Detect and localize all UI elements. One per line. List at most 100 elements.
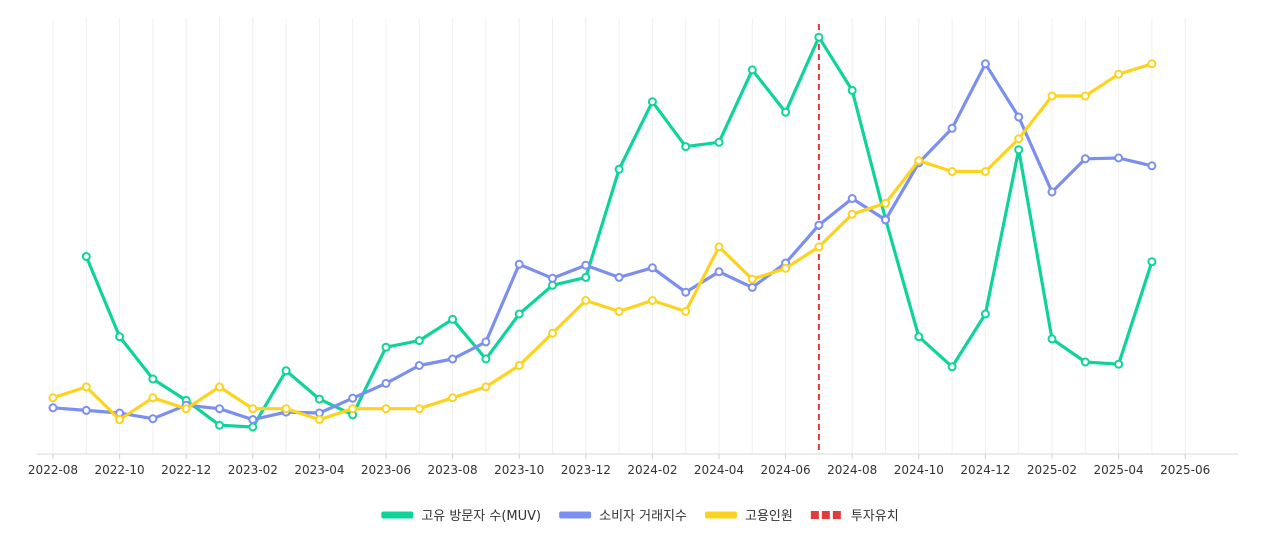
legend-item-series-muv[interactable]: 고유 방문자 수(MUV)	[381, 509, 541, 524]
data-point[interactable]	[481, 354, 491, 364]
data-point[interactable]	[314, 415, 324, 425]
data-point[interactable]	[381, 378, 391, 388]
legend-item-annotation[interactable]: 투자유치	[810, 509, 899, 524]
data-point[interactable]	[714, 242, 724, 252]
legend-swatch	[704, 511, 737, 519]
data-point[interactable]	[747, 65, 757, 75]
data-point[interactable]	[647, 97, 657, 107]
data-point[interactable]	[980, 309, 990, 319]
data-point[interactable]	[614, 164, 624, 174]
data-point[interactable]	[448, 354, 458, 364]
data-point[interactable]	[914, 332, 924, 342]
data-point[interactable]	[681, 306, 691, 316]
data-point[interactable]	[714, 137, 724, 147]
data-point[interactable]	[48, 393, 58, 403]
data-point[interactable]	[81, 382, 91, 392]
data-point[interactable]	[148, 374, 158, 384]
data-point[interactable]	[281, 404, 291, 414]
data-point[interactable]	[448, 314, 458, 324]
data-point[interactable]	[481, 337, 491, 347]
data-point[interactable]	[48, 403, 58, 413]
legend-item-series-employees[interactable]: 고용인원	[704, 509, 793, 524]
data-point[interactable]	[881, 215, 890, 225]
data-point[interactable]	[947, 167, 957, 176]
data-point[interactable]	[681, 142, 691, 152]
data-point[interactable]	[248, 415, 258, 425]
data-point[interactable]	[947, 123, 957, 133]
data-point[interactable]	[581, 260, 591, 270]
data-point[interactable]	[348, 393, 358, 403]
data-point[interactable]	[215, 382, 224, 392]
data-point[interactable]	[614, 306, 624, 316]
data-point[interactable]	[781, 263, 791, 273]
data-point[interactable]	[814, 220, 824, 230]
data-point[interactable]	[647, 263, 657, 273]
data-point[interactable]	[181, 404, 191, 414]
data-point[interactable]	[614, 272, 624, 282]
data-point[interactable]	[947, 362, 957, 372]
data-point[interactable]	[148, 414, 158, 424]
data-point[interactable]	[81, 405, 91, 415]
data-point[interactable]	[514, 309, 524, 319]
data-point[interactable]	[514, 259, 524, 269]
data-point[interactable]	[215, 404, 224, 414]
data-point[interactable]	[1147, 161, 1157, 171]
series-consumer-index	[48, 59, 1157, 425]
data-point[interactable]	[1147, 257, 1157, 267]
data-point[interactable]	[1047, 91, 1057, 101]
data-point[interactable]	[381, 404, 391, 414]
data-point[interactable]	[481, 382, 491, 392]
data-point[interactable]	[781, 107, 791, 117]
data-point[interactable]	[215, 420, 224, 430]
data-point[interactable]	[1047, 187, 1057, 197]
data-point[interactable]	[548, 280, 557, 290]
legend-item-series-consumer-index[interactable]: 소비자 거래지수	[559, 509, 687, 524]
data-point[interactable]	[847, 209, 857, 219]
data-point[interactable]	[81, 252, 91, 261]
data-point[interactable]	[1047, 334, 1057, 344]
data-point[interactable]	[1014, 134, 1024, 144]
data-point[interactable]	[881, 198, 890, 208]
data-point[interactable]	[248, 404, 258, 414]
data-point[interactable]	[1080, 91, 1090, 101]
data-point[interactable]	[747, 274, 757, 284]
data-point[interactable]	[514, 361, 524, 370]
data-point[interactable]	[314, 394, 324, 404]
data-point[interactable]	[814, 32, 824, 42]
data-point[interactable]	[1114, 69, 1124, 79]
data-point[interactable]	[548, 273, 557, 283]
data-point[interactable]	[548, 328, 557, 338]
data-point[interactable]	[448, 393, 458, 403]
data-point[interactable]	[714, 267, 724, 277]
data-point[interactable]	[414, 361, 424, 370]
data-point[interactable]	[914, 156, 924, 166]
legend-label: 소비자 거래지수	[599, 509, 687, 524]
data-point[interactable]	[980, 167, 990, 176]
data-point[interactable]	[414, 404, 424, 414]
data-point[interactable]	[847, 194, 857, 203]
data-point[interactable]	[1114, 359, 1124, 369]
data-point[interactable]	[281, 366, 291, 376]
data-point[interactable]	[148, 393, 158, 403]
data-point[interactable]	[115, 332, 125, 342]
data-point[interactable]	[1014, 145, 1024, 155]
data-point[interactable]	[747, 282, 757, 292]
data-point[interactable]	[980, 59, 990, 69]
data-point[interactable]	[581, 272, 591, 282]
data-point[interactable]	[1080, 357, 1090, 367]
data-point[interactable]	[414, 336, 424, 346]
data-point[interactable]	[348, 404, 358, 414]
data-point[interactable]	[581, 296, 591, 305]
data-point[interactable]	[647, 296, 657, 305]
data-point[interactable]	[1014, 112, 1024, 122]
data-point[interactable]	[681, 287, 691, 297]
data-point[interactable]	[248, 422, 258, 432]
data-point[interactable]	[814, 242, 824, 252]
data-point[interactable]	[115, 415, 125, 425]
data-point[interactable]	[1147, 59, 1157, 69]
data-point[interactable]	[381, 342, 391, 352]
data-point[interactable]	[847, 85, 857, 95]
data-point[interactable]	[1080, 154, 1090, 164]
x-tick-label: 2024-12	[960, 463, 1010, 477]
data-point[interactable]	[1114, 153, 1124, 163]
